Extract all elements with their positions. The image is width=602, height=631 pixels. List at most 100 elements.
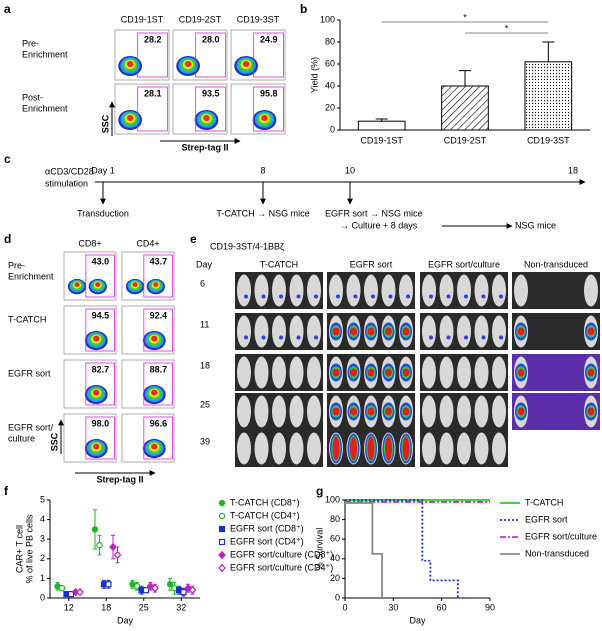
flow-density xyxy=(126,61,134,67)
signal xyxy=(279,294,283,299)
legend-label: T-CATCH (CD4⁺) xyxy=(230,510,300,520)
signal xyxy=(402,368,410,377)
y-axis-label: % of live PB cells xyxy=(24,514,34,584)
day-header: Day xyxy=(196,259,213,269)
signal xyxy=(481,294,486,299)
mouse xyxy=(254,274,269,307)
mouse xyxy=(289,395,304,428)
day-label: 11 xyxy=(200,319,209,329)
row-label: T-CATCH xyxy=(8,314,46,324)
gate-value: 88.7 xyxy=(150,364,168,374)
mouse xyxy=(289,432,304,465)
significance-label: * xyxy=(505,23,509,33)
flow-density xyxy=(203,115,210,121)
mouse xyxy=(584,274,598,307)
legend-marker xyxy=(218,538,226,546)
signal xyxy=(367,407,375,416)
mouse xyxy=(289,315,304,348)
point xyxy=(96,541,103,549)
signal xyxy=(429,294,433,299)
flow-density xyxy=(95,282,101,287)
day-label: 10 xyxy=(345,165,355,175)
axis-label: SSC xyxy=(49,432,59,451)
y-tick-label: 0 xyxy=(40,592,45,602)
y-tick-label: 0 xyxy=(330,124,335,134)
gate-value: 28.0 xyxy=(202,34,220,44)
bar xyxy=(357,120,406,131)
signal xyxy=(332,368,340,377)
y-tick-label: 40 xyxy=(330,553,340,563)
point xyxy=(166,581,174,588)
signal xyxy=(517,327,525,336)
mouse xyxy=(457,274,471,307)
signal xyxy=(464,294,468,299)
gate xyxy=(137,86,168,132)
group-header: T-CATCH xyxy=(260,259,298,269)
gate-value: 92.4 xyxy=(150,310,168,320)
gate xyxy=(85,308,115,352)
event-label: T-CATCH → NSG mice xyxy=(216,208,309,218)
flow-density xyxy=(93,389,100,396)
mouse xyxy=(307,315,321,348)
group-header: EGFR sort/culture xyxy=(428,259,500,269)
gate-value: 94.5 xyxy=(92,310,110,320)
mouse xyxy=(307,395,321,428)
x-tick-label: 90 xyxy=(485,602,495,612)
signal xyxy=(429,335,433,340)
signal xyxy=(446,294,451,299)
signal xyxy=(499,294,503,299)
event-label: Transduction xyxy=(77,208,129,218)
mouse xyxy=(439,315,454,348)
legend-label: EGFR sort (CD8⁺) xyxy=(230,523,304,533)
signal xyxy=(279,335,283,340)
x-tick-label: 30 xyxy=(388,602,398,612)
mouse xyxy=(364,274,378,307)
significance-label: * xyxy=(463,12,467,22)
mouse xyxy=(399,274,413,307)
signal xyxy=(350,368,357,377)
stimulation-label: αCD3/CD28 xyxy=(45,166,94,176)
mouse xyxy=(346,274,361,307)
y-tick-label: 5 xyxy=(40,494,45,504)
signal xyxy=(464,335,468,340)
day-label: Day 1 xyxy=(91,165,115,175)
x-tick-label: CD19-3ST xyxy=(527,135,570,145)
point xyxy=(113,550,122,560)
y-tick-label: 20 xyxy=(325,102,335,112)
gate xyxy=(143,308,173,352)
mouse xyxy=(307,274,321,307)
legend-marker xyxy=(218,563,226,573)
signal xyxy=(402,407,410,416)
signal xyxy=(587,407,595,416)
row-label: Pre- xyxy=(22,38,39,48)
point xyxy=(91,526,99,533)
signal xyxy=(350,407,357,416)
group-header: EGFR sort xyxy=(350,259,393,269)
signal xyxy=(517,407,525,416)
signal xyxy=(371,294,375,299)
mouse xyxy=(422,315,436,348)
column-header: CD19-3ST xyxy=(237,14,280,24)
legend-label: Non-transduced xyxy=(525,548,589,558)
y-tick-label: 100 xyxy=(325,494,340,504)
y-axis-label: CAR+ T cell xyxy=(14,525,24,573)
y-tick-label: 80 xyxy=(325,36,335,46)
signal xyxy=(314,335,318,340)
row-label: Enrichment xyxy=(22,49,68,59)
mouse xyxy=(492,395,506,428)
y-tick-label: 3 xyxy=(40,534,45,544)
legend-marker xyxy=(218,525,226,533)
survival-line xyxy=(345,499,459,598)
mouse xyxy=(422,356,436,389)
flow-density xyxy=(93,335,100,342)
legend-label: EGFR sort (CD4⁺) xyxy=(230,536,304,546)
stimulation-label: stimulation xyxy=(45,178,88,188)
signal xyxy=(336,294,340,299)
legend-marker xyxy=(218,499,226,507)
gate xyxy=(85,254,115,298)
gate xyxy=(143,362,173,406)
x-tick-label: CD19-1ST xyxy=(360,135,403,145)
y-tick-label: 40 xyxy=(325,80,335,90)
